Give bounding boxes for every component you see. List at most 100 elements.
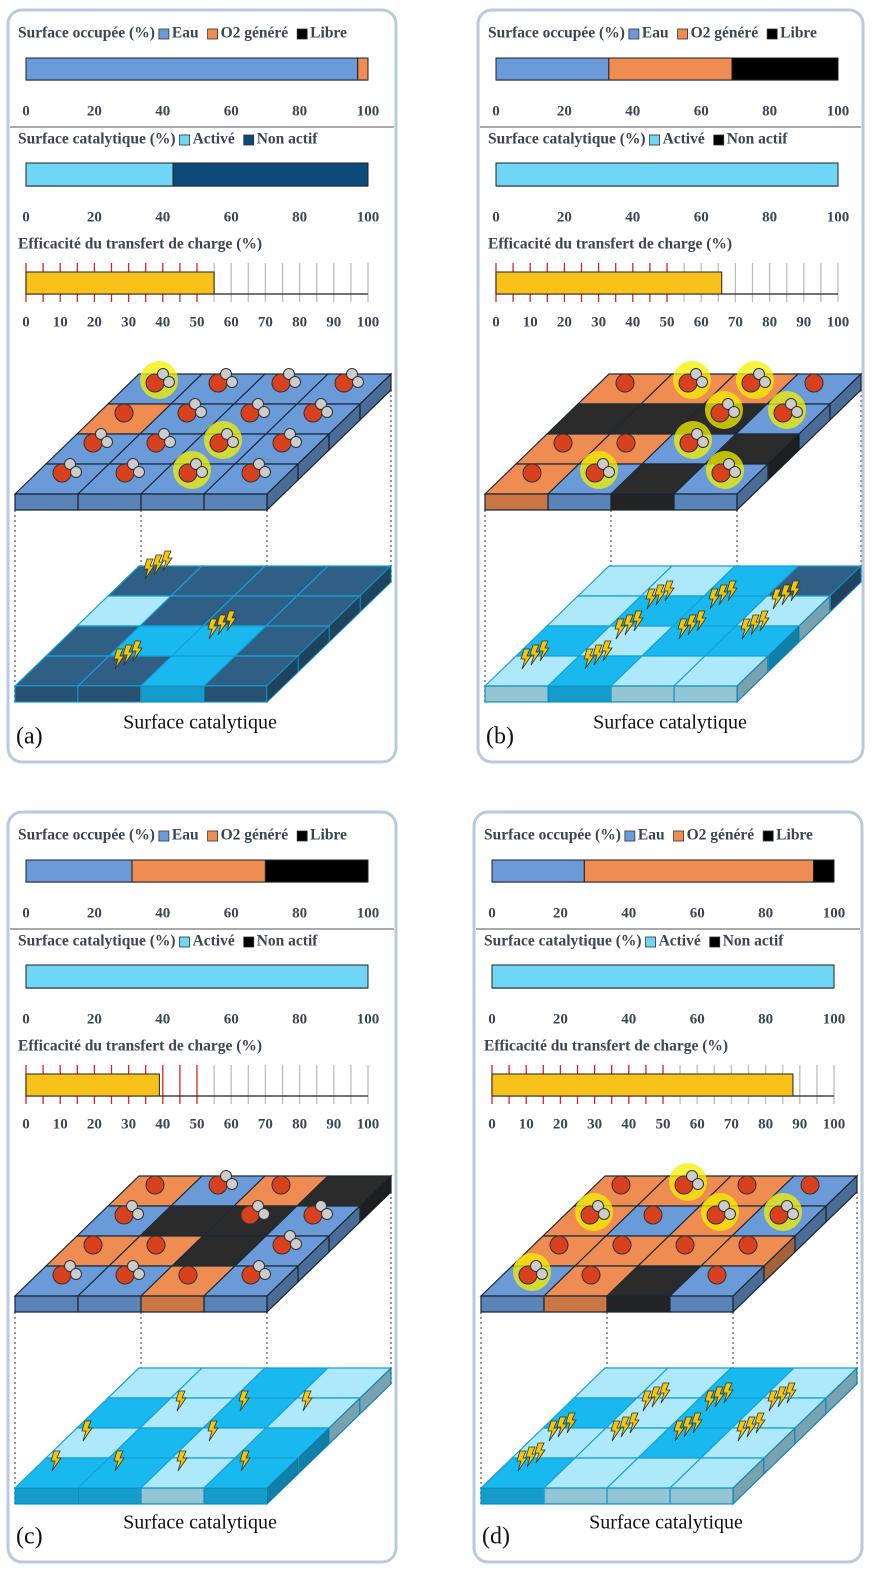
bar-segment xyxy=(357,57,369,81)
x-tick-label: 30 xyxy=(587,1116,602,1132)
x-tick-label: 70 xyxy=(258,1116,273,1132)
chart-title: Surface catalytique (%) xyxy=(484,933,642,950)
x-tick-label: 80 xyxy=(762,103,777,119)
oxygen-atom xyxy=(643,1205,663,1225)
oxygen-atom xyxy=(675,1235,695,1255)
legend-label: Libre xyxy=(780,25,817,42)
hydrogen-atom xyxy=(253,458,265,470)
oxygen-atom xyxy=(707,1265,727,1285)
bolt xyxy=(785,1382,797,1404)
x-tick-label: 50 xyxy=(660,314,675,330)
hydrogen-atom xyxy=(127,1260,139,1272)
bar-segment xyxy=(812,859,835,883)
hydrogen-atom xyxy=(787,1208,799,1220)
hydrogen-atom xyxy=(195,406,207,418)
bolt xyxy=(686,614,698,636)
x-tick-label: 20 xyxy=(87,905,102,921)
oxygen-atom xyxy=(738,1235,758,1255)
catalyst-shade xyxy=(764,1428,795,1474)
surface-shade xyxy=(141,1296,204,1312)
surface-shade xyxy=(298,1236,329,1282)
x-tick-label: 20 xyxy=(557,103,572,119)
legend-label: Non actif xyxy=(723,933,785,950)
bar-segment xyxy=(172,162,369,187)
hydrogen-atom xyxy=(101,436,113,448)
hydrogen-atom xyxy=(598,1208,610,1220)
x-tick-label: 30 xyxy=(121,1116,136,1132)
surface-shade xyxy=(204,1296,267,1312)
bolt xyxy=(534,1442,546,1464)
hydrogen-atom xyxy=(221,428,233,440)
x-tick-label: 20 xyxy=(87,1011,102,1027)
hydrogen-atom xyxy=(728,406,740,418)
hydrogen-atom xyxy=(284,1230,296,1242)
legend-label: Libre xyxy=(310,25,347,42)
bolt xyxy=(614,618,626,640)
x-tick-label: 70 xyxy=(258,314,273,330)
hydrogen-atom xyxy=(252,1200,264,1212)
oxygen-atom xyxy=(581,1265,601,1285)
legend-swatch xyxy=(713,134,725,146)
surface-shade xyxy=(826,1176,857,1222)
bolt xyxy=(113,1450,125,1472)
hydrogen-atom xyxy=(722,398,734,410)
bolt xyxy=(152,554,164,576)
bolt xyxy=(682,1416,694,1438)
legend-swatch xyxy=(649,134,660,146)
oxygen-atom xyxy=(145,1175,165,1195)
x-tick-label: 60 xyxy=(224,1011,239,1027)
catalyst-shade xyxy=(826,1368,857,1414)
x-tick-label: 10 xyxy=(53,1116,68,1132)
hydrogen-atom xyxy=(95,428,107,440)
x-tick-label: 80 xyxy=(292,905,307,921)
x-tick-label: 60 xyxy=(694,314,709,330)
x-tick-label: 40 xyxy=(621,905,636,921)
x-tick-label: 10 xyxy=(523,314,538,330)
bar-segment xyxy=(495,57,610,81)
bolt xyxy=(583,648,595,670)
panel-label: (d) xyxy=(482,1524,510,1550)
hydrogen-atom xyxy=(157,368,169,380)
legend-swatch xyxy=(709,936,721,948)
bolt xyxy=(736,1420,748,1442)
bar-segment xyxy=(491,859,585,883)
catalyst-shade xyxy=(298,1428,329,1474)
x-tick-label: 40 xyxy=(155,103,170,119)
bolt xyxy=(520,648,532,670)
hydrogen-atom xyxy=(692,1178,704,1190)
catalyst-shade xyxy=(360,566,391,612)
bolt xyxy=(722,1382,734,1404)
x-tick-label: 40 xyxy=(155,1116,170,1132)
legend-swatch xyxy=(296,830,308,842)
hydrogen-atom xyxy=(132,1208,144,1220)
hydrogen-atom xyxy=(258,406,270,418)
bolt xyxy=(789,580,801,602)
legend-label: Libre xyxy=(310,827,347,844)
x-tick-label: 40 xyxy=(621,1116,636,1132)
x-tick-label: 0 xyxy=(22,1011,30,1027)
surface-side xyxy=(736,462,769,512)
hydrogen-atom xyxy=(64,458,76,470)
x-tick-label: 90 xyxy=(326,1116,341,1132)
chart-title: Surface catalytique (%) xyxy=(488,131,646,148)
oxygen-atom xyxy=(553,433,573,453)
bar-segment xyxy=(25,271,215,295)
hydrogen-atom xyxy=(196,466,208,478)
hydrogen-atom xyxy=(290,436,302,448)
hydrogen-atom xyxy=(759,376,771,388)
bolt xyxy=(673,1420,685,1442)
legend-swatch xyxy=(179,936,190,948)
hydrogen-atom xyxy=(530,1260,542,1272)
surface-shade xyxy=(360,1176,391,1222)
hydrogen-atom xyxy=(64,1260,76,1272)
legend-label: O2 généré xyxy=(687,827,755,844)
legend-swatch xyxy=(296,28,308,40)
bolt xyxy=(704,1390,716,1412)
x-tick-label: 60 xyxy=(690,1011,705,1027)
bar-segment xyxy=(25,964,369,989)
legend-label: O2 généré xyxy=(221,25,289,42)
oxygen-atom xyxy=(271,1175,291,1195)
x-tick-label: 80 xyxy=(762,314,777,330)
catalyst-shade xyxy=(544,1488,607,1504)
chart-title: Efficacité du transfert de charge (%) xyxy=(18,1038,262,1055)
